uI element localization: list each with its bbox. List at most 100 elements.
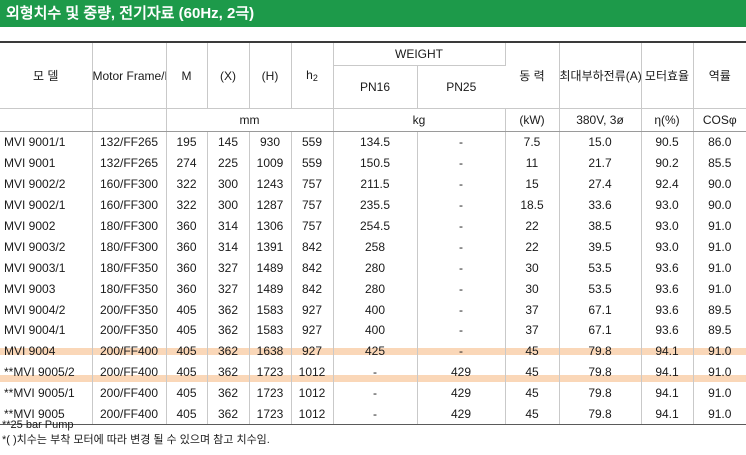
cell-efficiency: 93.6 [641,299,694,321]
cell-h: 1723 [249,361,292,383]
cell-h2: 1012 [291,361,334,383]
cell-motor: 180/FF350 [92,278,167,300]
table-row: MVI 9002/2 160/FF300 322 300 1243 757 211.5-15… [0,173,746,195]
cell-motor: 180/FF300 [92,236,167,258]
unit-mm: mm [166,108,334,132]
cell-model: MVI 9001/1 [0,131,93,153]
cell-power: 22 [505,236,560,258]
cell-h: 1287 [249,194,292,216]
cell-h: 1306 [249,215,292,237]
cell-power-factor: 91.0 [693,403,746,426]
table-row: MVI 9004 200/FF400 405 362 1638 927 425-45 79.8… [0,340,746,362]
header-h2-subscript: 2 [312,73,318,83]
footnote-25bar: **25 bar Pump [2,419,74,431]
cell-h2: 757 [291,194,334,216]
table-row: MVI 9001 132/FF265 274 225 1009 559 150.5-11 21… [0,152,746,174]
cell-power-factor: 90.0 [708,177,732,192]
cell-m: 405 [166,299,208,321]
cell-x: 314 [207,215,250,237]
cell-model: MVI 9004/1 [0,320,93,341]
cell-pn25: - [417,152,506,174]
table-row: MVI 9002 180/FF300 360 314 1306 757 254.5-22 38… [0,215,746,237]
cell-current: 53.5 [559,257,642,279]
cell-model: MVI 9001 [0,152,93,174]
cell-h2: 842 [291,236,334,258]
header-x: (X) [207,41,250,109]
header-h2-letter: h [306,68,313,82]
cell-pn16: 400 [333,320,418,341]
cell-efficiency: 93.6 [641,278,694,300]
cell-m: 195 [166,131,208,153]
cell-model: **MVI 9005 [0,403,93,426]
cell-m: 360 [166,278,208,300]
cell-model: MVI 9002/2 [0,173,93,195]
cell-pn25: - [417,194,506,216]
cell-pn16: - [333,361,418,383]
cell-motor: 132/FF265 [92,131,167,153]
cell-x: 362 [207,382,250,404]
table-body: MVI 9001/1 132/FF265 195 145 930 559 134.5-7.5… [0,131,746,426]
header-power: 동 력 [505,41,560,109]
cell-current: 21.7 [559,152,642,174]
cell-pn25: - [417,215,506,237]
cell-efficiency: 92.4 [641,173,694,195]
cell-h2: 559 [291,152,334,174]
header-weight: WEIGHT [333,41,506,66]
cell-h: 930 [249,131,292,153]
cell-m: 360 [166,236,208,258]
cell-m: 405 [166,403,208,426]
cell-x: 362 [207,320,250,341]
cell-motor: 160/FF300 [92,173,167,195]
cell-pn25: - [417,299,506,321]
header-m: M [166,41,208,109]
cell-power: 45 [505,340,560,362]
cell-current: 67.1 [559,299,642,321]
cell-current: 39.5 [559,236,642,258]
cell-model: MVI 9004 [0,340,93,362]
cell-power: 45 [505,361,560,383]
cell-m: 322 [166,173,208,195]
cell-x: 362 [207,299,250,321]
cell-current: 79.8 [559,403,642,426]
header-pn16: PN16 [333,65,418,109]
cell-h: 1489 [249,278,292,300]
cell-power: 11 [505,152,560,174]
cell-pn25: 429 [417,382,506,404]
cell-model: **MVI 9005/1 [0,382,93,404]
cell-power-factor: 91.0 [708,239,732,254]
cell-h2: 927 [291,320,334,341]
cell-motor: 200/FF400 [92,361,167,383]
cell-m: 405 [166,361,208,383]
cell-efficiency: 93.0 [641,215,694,237]
unit-eta: η(%) [641,108,694,132]
cell-power: 37 [505,299,560,321]
cell-h2: 757 [291,173,334,195]
cell-efficiency: 94.1 [641,340,694,362]
cell-power: 37 [505,320,560,341]
cell-current: 33.6 [559,194,642,216]
cell-h2: 842 [291,257,334,279]
cell-motor: 180/FF350 [92,257,167,279]
cell-efficiency: 93.0 [641,194,694,216]
cell-current: 79.8 [559,340,642,362]
footnote-dimension: *( )치수는 부착 모터에 따라 변경 될 수 있으며 참고 치수임. [2,434,270,446]
cell-x: 362 [207,340,250,362]
cell-pn16: 211.5 [333,173,418,195]
cell-power-factor: 91.0 [708,260,732,275]
cell-current: 67.1 [559,320,642,341]
cell-efficiency: 94.1 [641,403,694,426]
header-current: 최대부하전류(A) [559,41,642,109]
cell-m: 360 [166,215,208,237]
header-model: 모 델 [0,41,93,109]
cell-h: 1243 [249,173,292,195]
unit-kg: kg [333,108,506,132]
cell-power: 15 [505,173,560,195]
cell-power: 18.5 [505,194,560,216]
cell-model: MVI 9003 [0,278,93,300]
cell-model: MVI 9003/2 [0,236,93,258]
footnotes: **25 bar Pump *( )치수는 부착 모터에 따라 변경 될 수 있… [2,418,270,448]
cell-m: 405 [166,382,208,404]
cell-motor: 132/FF265 [92,152,167,174]
cell-h2: 927 [291,299,334,321]
cell-x: 362 [207,403,250,426]
